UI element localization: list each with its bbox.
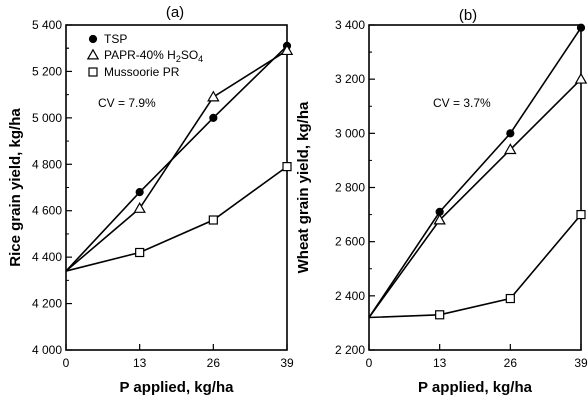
x-tick-label: 13 <box>433 356 447 370</box>
y-tick-label: 4 800 <box>32 157 62 171</box>
data-point-open-square <box>135 247 145 258</box>
y-axis-title: Rice grain yield, kg/ha <box>7 108 24 267</box>
data-point-open-square <box>208 215 218 225</box>
y-tick-label: 4 400 <box>32 250 62 264</box>
data-point-open-triangle <box>133 201 146 213</box>
panel-a-rice-chart: (a) 4 000 4 200 4 400 4 600 4 800 5 000 5 200 5 … <box>7 4 294 396</box>
y-tick-label: 4 200 <box>32 297 62 311</box>
panel-label: (b) <box>459 7 477 24</box>
y-tick-label: 4 600 <box>32 204 62 218</box>
data-point-open-square <box>576 209 586 220</box>
panel-b-wheat-chart: (b) 2 200 2 400 2 600 2 800 3 000 3 200 3 400 0 1… <box>295 7 588 396</box>
data-point-open-triangle <box>574 72 588 84</box>
data-point-open-triangle <box>280 44 294 56</box>
y-tick-label: 5 200 <box>32 64 62 78</box>
y-tick-label: 5 400 <box>32 18 62 32</box>
y-tick-label: 3 200 <box>335 72 365 86</box>
y-tick-label: 3 000 <box>335 126 365 140</box>
legend-label: TSP <box>104 32 127 46</box>
panel-label: (a) <box>166 4 184 21</box>
x-axis-title: P applied, kg/ha <box>120 379 235 396</box>
x-tick-label: 26 <box>207 356 221 370</box>
y-tick-label: 4 000 <box>32 343 62 357</box>
x-tick-label: 0 <box>63 356 70 370</box>
data-point-open-triangle <box>433 213 446 225</box>
series-line-open-square <box>65 165 288 272</box>
data-point-filled-circle <box>135 188 144 197</box>
x-tick-label: 0 <box>366 356 373 370</box>
y-tick-label: 2 200 <box>335 343 365 357</box>
y-axis-title: Wheat grain yield, kg/ha <box>295 101 312 273</box>
data-point-filled-circle <box>209 113 218 122</box>
cv-annotation: CV = 7.9% <box>98 96 156 110</box>
series-line-open-square <box>368 214 582 319</box>
data-point-filled-circle <box>576 23 586 32</box>
cv-annotation: CV = 3.7% <box>433 96 491 110</box>
y-tick-label: 3 400 <box>335 18 365 32</box>
data-point-open-triangle <box>504 143 517 155</box>
data-point-open-triangle <box>207 90 220 102</box>
legend-marker-open-triangle <box>86 48 100 60</box>
x-axis-title: P applied, kg/ha <box>418 379 533 396</box>
y-tick-label: 2 800 <box>335 181 365 195</box>
y-tick-label: 5 000 <box>32 111 62 125</box>
x-tick-label: 39 <box>574 356 588 370</box>
legend-label: Mussoorie PR <box>104 65 180 79</box>
x-tick-label: 13 <box>133 356 147 370</box>
series-line-filled-circle <box>368 27 582 318</box>
y-tick-label: 2 400 <box>335 289 365 303</box>
series-line-open-triangle <box>368 78 582 318</box>
y-tick-label: 2 600 <box>335 235 365 249</box>
legend-marker-filled-circle <box>88 34 98 44</box>
data-point-open-square <box>505 293 515 304</box>
x-tick-label: 26 <box>504 356 518 370</box>
legend-label: PAPR-40% H2SO4 <box>104 48 203 64</box>
data-point-open-square <box>282 162 292 172</box>
data-point-filled-circle <box>506 129 515 138</box>
legend-marker-open-square <box>88 67 98 77</box>
series-line-open-triangle <box>65 49 288 272</box>
data-point-open-square <box>435 310 445 320</box>
series-line-filled-circle <box>65 45 288 272</box>
x-tick-label: 39 <box>280 356 294 370</box>
